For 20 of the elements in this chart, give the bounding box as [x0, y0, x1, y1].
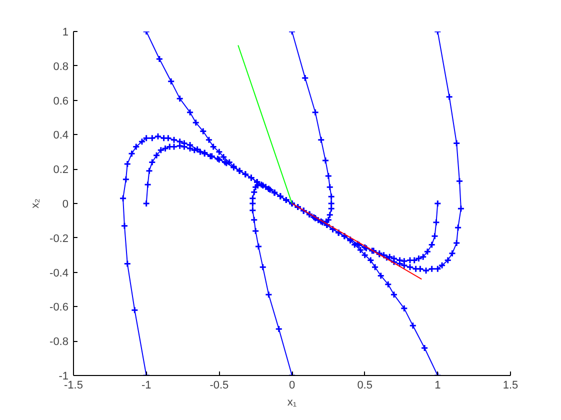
y-tick-label: 0.2: [53, 164, 69, 176]
y-tick-label: 0: [62, 198, 69, 210]
y-axis-title: x₂: [30, 198, 42, 208]
x-tick-label: 1: [434, 380, 441, 392]
x-tick-label: -0.5: [210, 380, 229, 392]
x-tick-label: -1.5: [64, 380, 83, 392]
y-tick-label: -0.2: [50, 232, 69, 245]
y-tick-label: -1: [58, 370, 68, 382]
y-tick-label: -0.4: [50, 267, 69, 280]
y-tick-label: 1: [62, 26, 69, 38]
y-tick-label: 0.4: [53, 130, 69, 142]
x-tick-label: -1: [141, 380, 152, 392]
y-tick-label: 0.6: [53, 95, 69, 108]
y-tick-label: -0.6: [50, 302, 69, 314]
x-tick-label: 1.5: [502, 380, 518, 392]
x-tick-label: 0.5: [357, 380, 372, 392]
y-tick-label: -0.8: [50, 336, 69, 348]
x-axis-title: x₁: [287, 396, 297, 408]
x-tick-label: 0: [288, 380, 296, 392]
y-tick-label: 0.8: [53, 60, 69, 73]
